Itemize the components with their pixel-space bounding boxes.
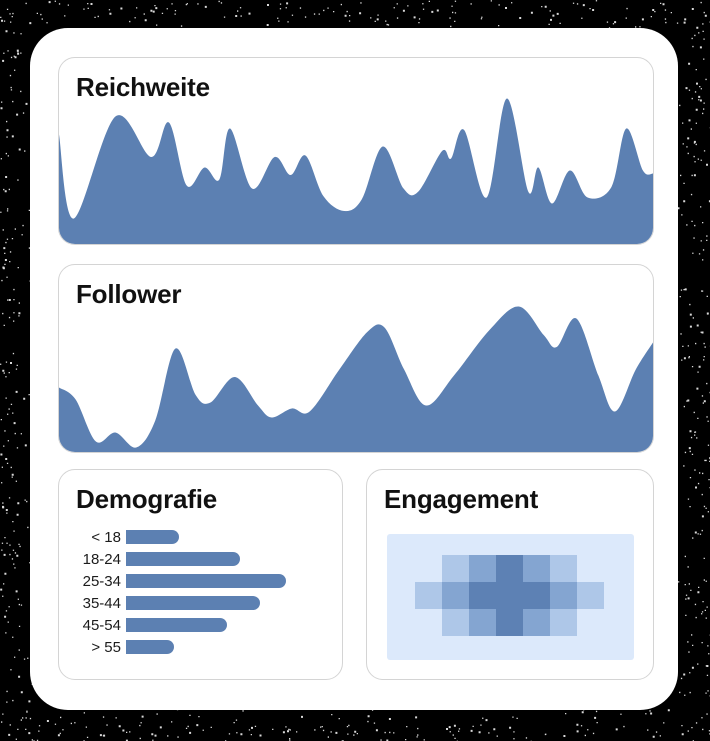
reichweite-area-chart [59, 98, 653, 244]
heatmap-cell [469, 609, 496, 636]
heatmap-cell [442, 582, 469, 609]
panel-reichweite: Reichweite [58, 57, 654, 245]
demografie-category-label: > 55 [91, 638, 121, 656]
follower-area-fill [59, 306, 653, 452]
heatmap-cell [577, 582, 604, 609]
engagement-heatmap [387, 534, 634, 660]
heatmap-cell [469, 582, 496, 609]
demografie-bar-track [126, 618, 286, 632]
demografie-bar [126, 640, 174, 654]
demografie-row: 25-34 [59, 572, 328, 590]
demografie-category-label: 35-44 [82, 594, 121, 612]
engagement-heatmap-grid [415, 555, 634, 636]
demografie-row: 35-44 [59, 594, 328, 612]
heatmap-cell [496, 582, 523, 609]
demografie-row: > 55 [59, 638, 328, 656]
panel-engagement: Engagement [366, 469, 654, 680]
heatmap-cell [550, 609, 577, 636]
reichweite-title: Reichweite [76, 72, 210, 102]
demografie-title: Demografie [76, 484, 218, 514]
dashboard-card: Reichweite Follower Demografie < 18 18-24… [30, 28, 678, 710]
heatmap-cell [496, 609, 523, 636]
heatmap-cell [442, 609, 469, 636]
demografie-bar [126, 574, 286, 588]
demografie-bar [126, 618, 227, 632]
heatmap-cell [523, 555, 550, 582]
heatmap-cell [577, 609, 604, 636]
demografie-row: 18-24 [59, 550, 328, 568]
heatmap-cell [523, 582, 550, 609]
panel-demografie: Demografie < 18 18-24 25-34 35-44 45-54 > 55 [58, 469, 343, 680]
heatmap-cell [550, 555, 577, 582]
demografie-bar-track [126, 552, 286, 566]
heatmap-cell [496, 555, 523, 582]
demografie-bar-chart: < 18 18-24 25-34 35-44 45-54 > 55 [59, 528, 328, 662]
demografie-category-label: 45-54 [82, 616, 121, 634]
demografie-row: 45-54 [59, 616, 328, 634]
heatmap-cell [442, 555, 469, 582]
demografie-bar-track [126, 574, 286, 588]
demografie-category-label: < 18 [91, 528, 121, 546]
engagement-title: Engagement [384, 484, 539, 514]
heatmap-cell [577, 555, 604, 582]
follower-title: Follower [76, 279, 182, 309]
demografie-bar [126, 530, 179, 544]
demografie-bar-track [126, 530, 286, 544]
demografie-category-label: 18-24 [82, 550, 121, 568]
demografie-bar [126, 596, 260, 610]
heatmap-cell [415, 609, 442, 636]
demografie-bar-track [126, 640, 286, 654]
panel-follower: Follower [58, 264, 654, 453]
demografie-category-label: 25-34 [82, 572, 121, 590]
follower-area-chart [59, 306, 653, 452]
reichweite-area-fill [59, 98, 653, 244]
heatmap-cell [523, 609, 550, 636]
heatmap-cell [469, 555, 496, 582]
demografie-bar [126, 552, 240, 566]
demografie-bar-track [126, 596, 286, 610]
heatmap-cell [550, 582, 577, 609]
demografie-row: < 18 [59, 528, 328, 546]
heatmap-cell [415, 555, 442, 582]
heatmap-cell [415, 582, 442, 609]
